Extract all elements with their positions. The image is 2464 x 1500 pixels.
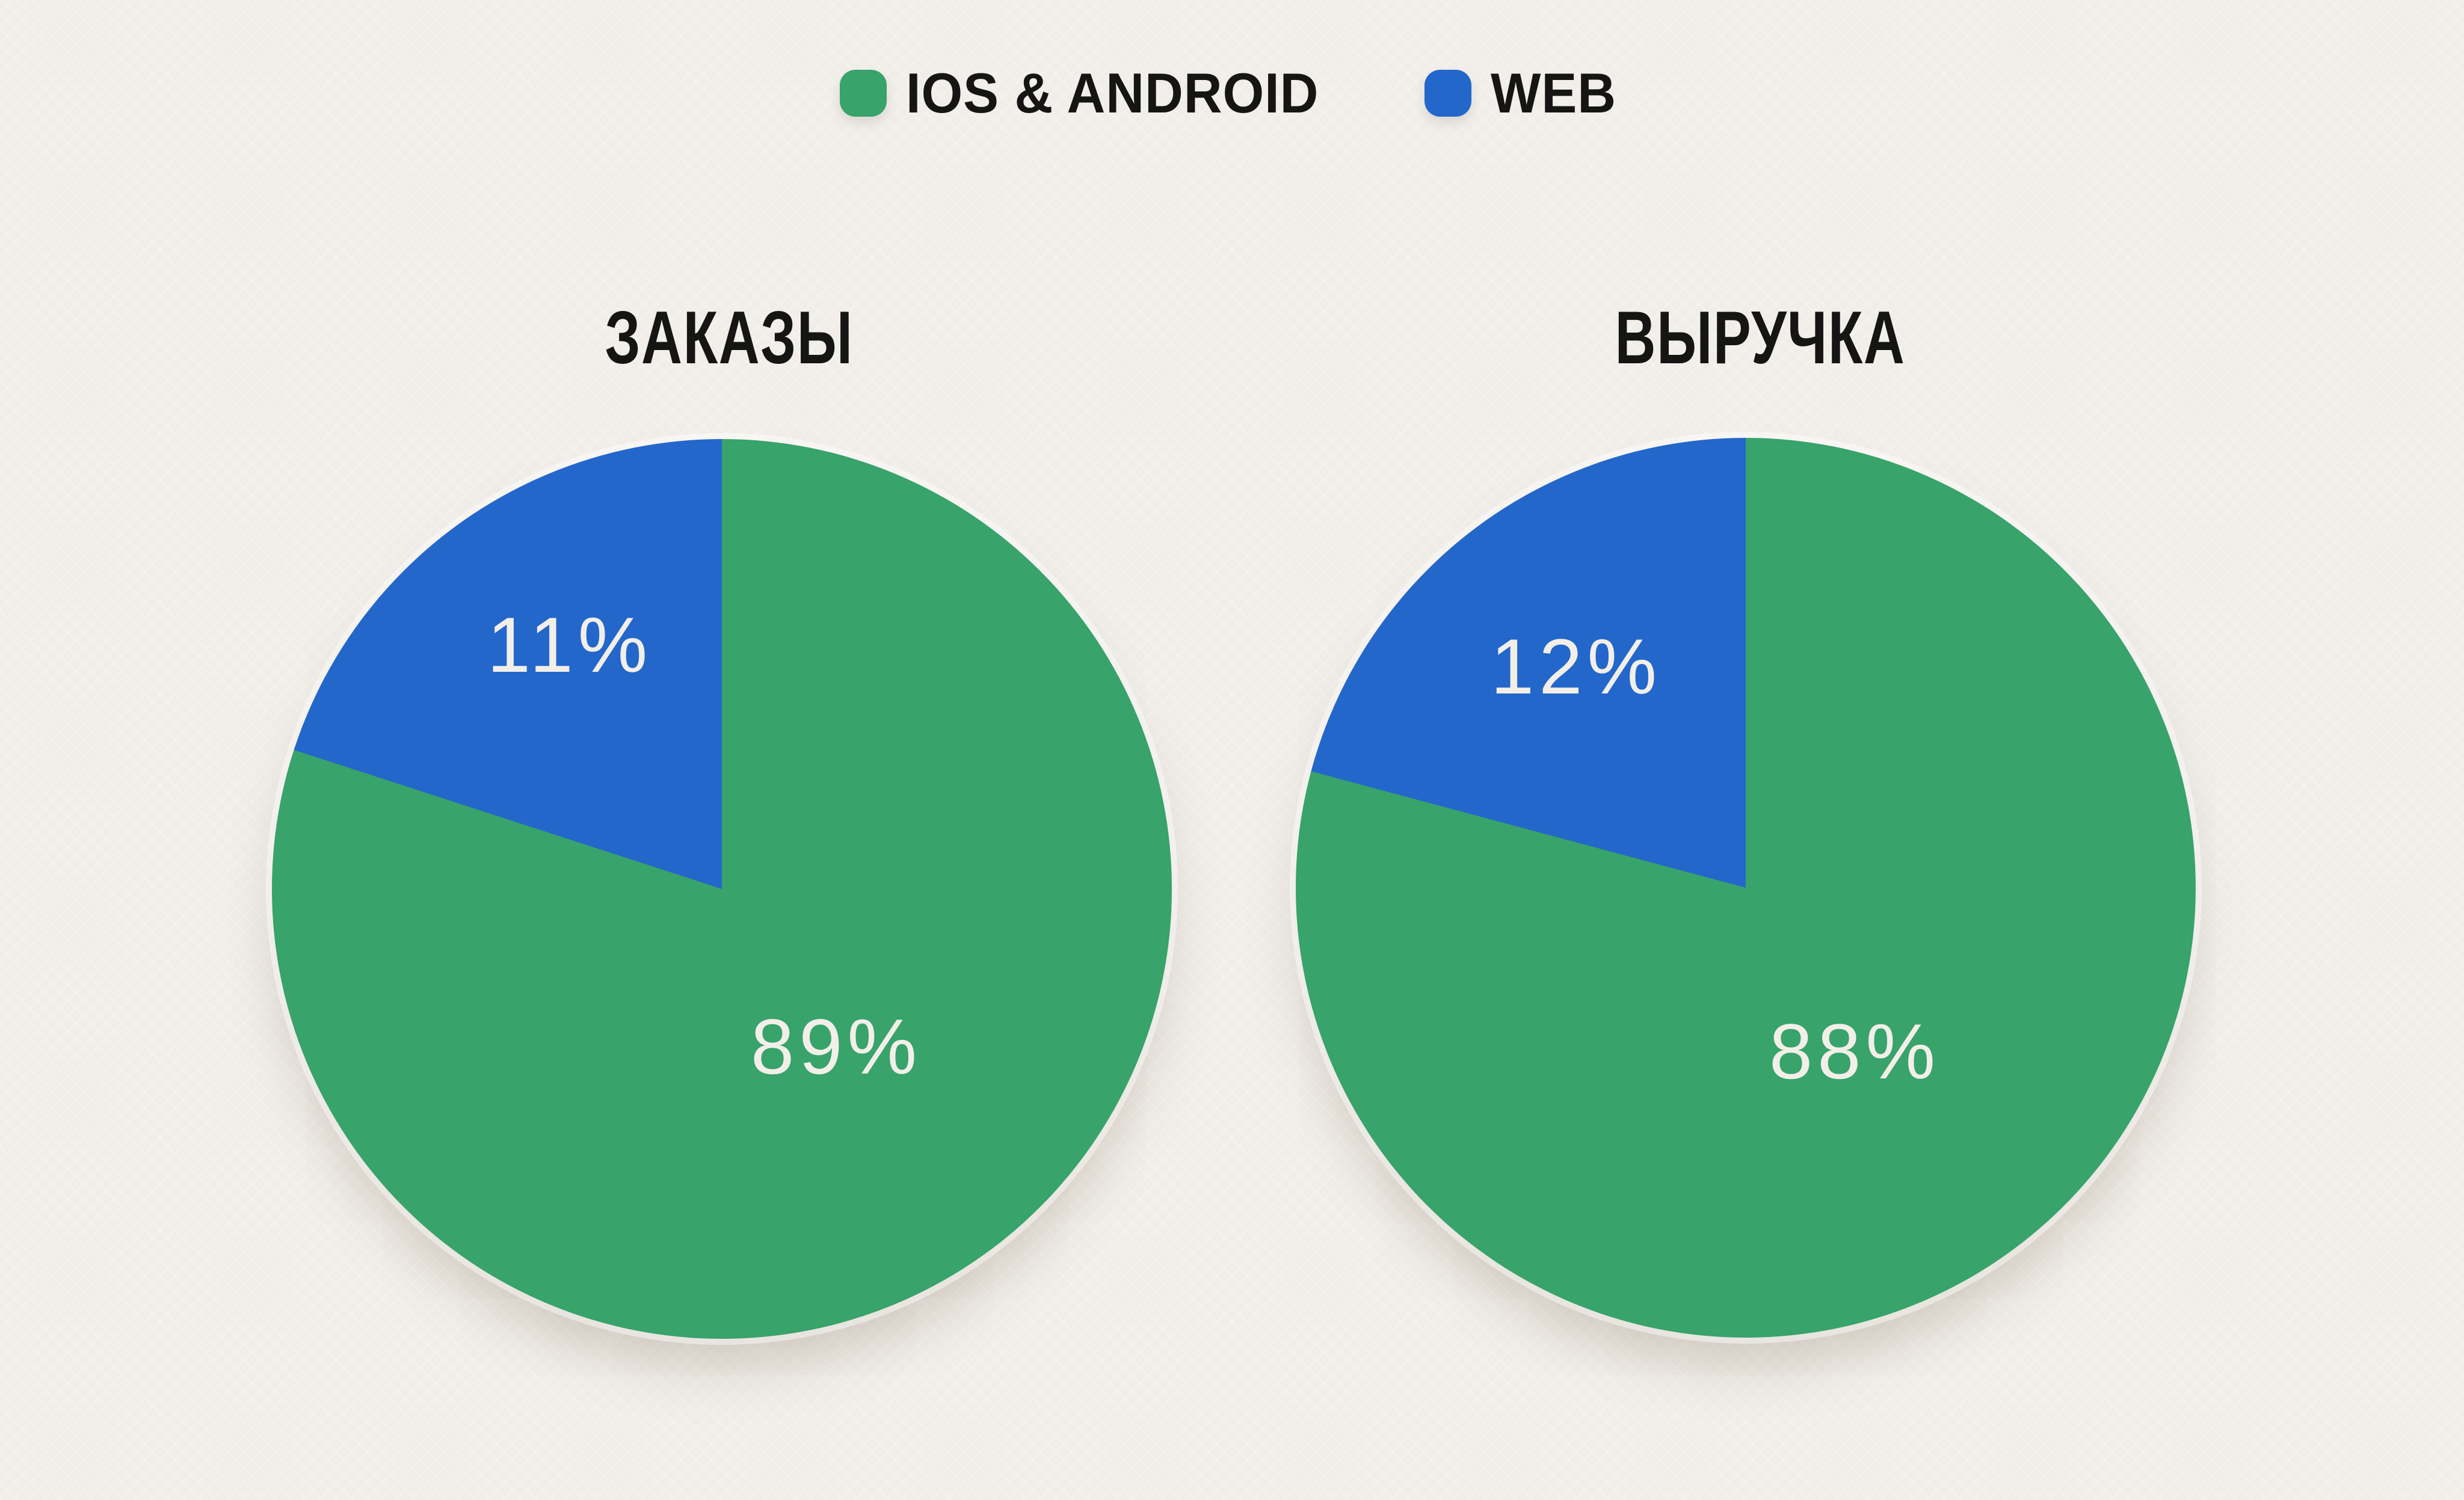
revenue-ios-android-slice-label: 88% [1769,1007,1941,1095]
legend-label-ios-android: IOS & ANDROID [905,61,1319,124]
orders-pie-chart: 11% 89% [272,439,1172,1339]
orders-ios-android-slice-label: 89% [750,1003,922,1090]
orders-web-slice-label: 11% [487,601,653,689]
revenue-web-slice-label: 12% [1490,622,1662,710]
legend-swatch-ios-android-icon [839,70,887,117]
orders-chart-title: ЗАКАЗЫ [605,297,854,380]
legend-item-ios-android: IOS & ANDROID [839,61,1345,124]
revenue-chart-title: ВЫРУЧКА [1615,297,1906,380]
legend: IOS & ANDROID WEB [0,65,2464,121]
legend-item-web: WEB [1424,65,1624,121]
revenue-pie-chart: 12% 88% [1296,438,2196,1338]
legend-label-web: WEB [1490,61,1616,124]
legend-swatch-web-icon [1424,70,1471,117]
